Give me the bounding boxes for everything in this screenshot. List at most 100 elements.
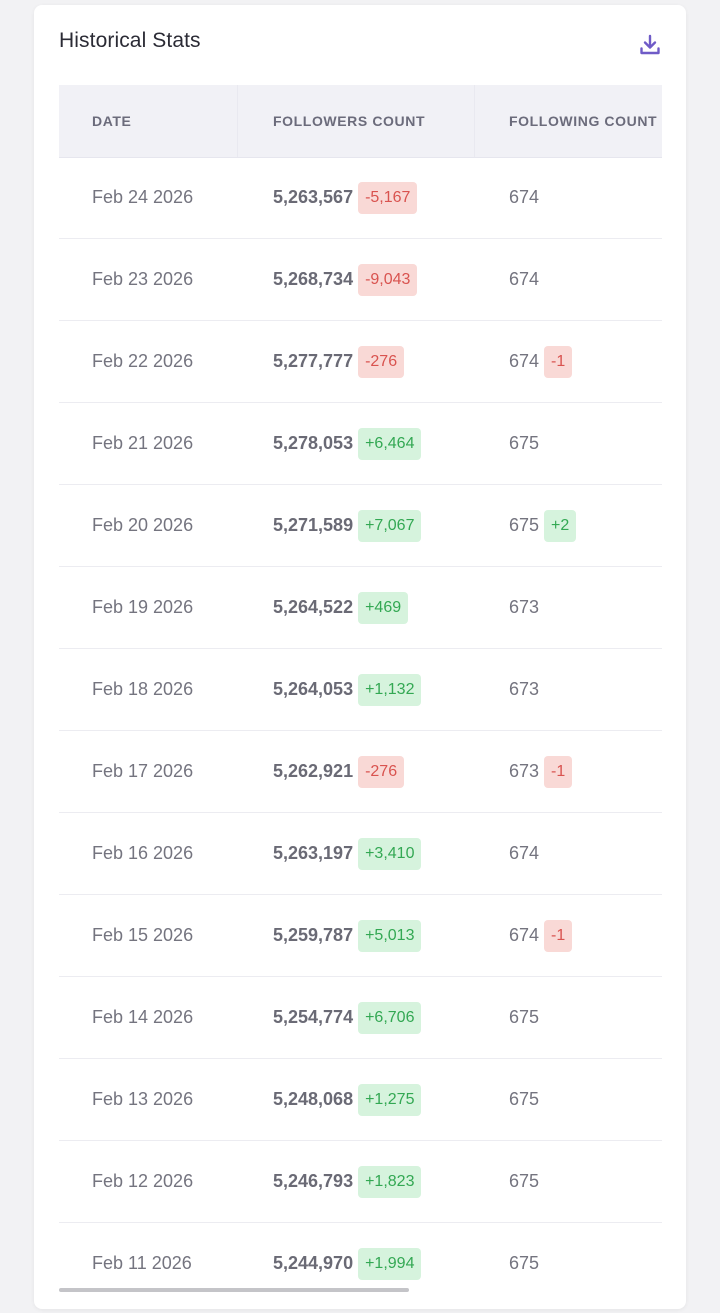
followers-change-badge: -276 <box>358 755 405 788</box>
followers-count: 5,259,787 <box>273 925 354 945</box>
following-count: 675 <box>509 1007 540 1027</box>
row-date: Feb 16 2026 <box>92 843 194 863</box>
followers-count: 5,254,774 <box>273 1007 354 1027</box>
column-separator <box>237 85 238 157</box>
following-change-badge: -1 <box>544 755 573 788</box>
row-date: Feb 12 2026 <box>92 1171 194 1191</box>
row-followers: 5,277,777 -276 <box>273 321 405 402</box>
row-followers: 5,264,522 +469 <box>273 567 409 648</box>
column-separator <box>474 85 475 157</box>
row-following: 675 <box>509 403 539 484</box>
following-count: 674 <box>509 351 540 371</box>
column-header-date[interactable]: DATE <box>92 113 132 129</box>
following-count: 674 <box>509 269 540 289</box>
followers-count: 5,263,197 <box>273 843 354 863</box>
row-followers: 5,268,734 -9,043 <box>273 239 418 320</box>
followers-count: 5,264,053 <box>273 679 354 699</box>
following-change-badge: -1 <box>544 345 573 378</box>
table-row: Feb 15 2026 5,259,787 +5,013 674 -1 <box>59 895 662 977</box>
table-row: Feb 12 2026 5,246,793 +1,823 675 <box>59 1141 662 1223</box>
row-following: 675 <box>509 1141 539 1222</box>
following-count: 673 <box>509 597 540 617</box>
row-followers: 5,248,068 +1,275 <box>273 1059 422 1140</box>
following-change-badge: -1 <box>544 919 573 952</box>
followers-count: 5,262,921 <box>273 761 354 781</box>
table-row: Feb 22 2026 5,277,777 -276 674 -1 <box>59 321 662 403</box>
followers-change-badge: +1,823 <box>358 1165 422 1198</box>
following-count: 673 <box>509 679 540 699</box>
row-following: 674 <box>509 239 539 320</box>
card-title: Historical Stats <box>59 29 201 52</box>
followers-count: 5,278,053 <box>273 433 354 453</box>
row-following: 673 <box>509 567 539 648</box>
row-following: 673 -1 <box>509 731 573 812</box>
table-row: Feb 18 2026 5,264,053 +1,132 673 <box>59 649 662 731</box>
row-date: Feb 23 2026 <box>92 269 194 289</box>
table-row: Feb 19 2026 5,264,522 +469 673 <box>59 567 662 649</box>
row-date: Feb 17 2026 <box>92 761 194 781</box>
following-count: 675 <box>509 433 540 453</box>
followers-count: 5,277,777 <box>273 351 354 371</box>
table-row: Feb 14 2026 5,254,774 +6,706 675 <box>59 977 662 1059</box>
followers-change-badge: +6,706 <box>358 1001 422 1034</box>
row-date: Feb 22 2026 <box>92 351 194 371</box>
following-count: 674 <box>509 925 540 945</box>
followers-change-badge: +469 <box>358 591 409 624</box>
table-row: Feb 21 2026 5,278,053 +6,464 675 <box>59 403 662 485</box>
followers-count: 5,244,970 <box>273 1253 354 1273</box>
row-followers: 5,264,053 +1,132 <box>273 649 422 730</box>
row-followers: 5,262,921 -276 <box>273 731 405 812</box>
column-header-following[interactable]: FOLLOWING COUNT <box>509 113 658 129</box>
followers-count: 5,268,734 <box>273 269 354 289</box>
row-followers: 5,271,589 +7,067 <box>273 485 422 566</box>
followers-count: 5,271,589 <box>273 515 354 535</box>
row-date: Feb 20 2026 <box>92 515 194 535</box>
row-date: Feb 19 2026 <box>92 597 194 617</box>
row-followers: 5,254,774 +6,706 <box>273 977 422 1058</box>
row-date: Feb 18 2026 <box>92 679 194 699</box>
followers-change-badge: -9,043 <box>358 263 418 296</box>
following-count: 675 <box>509 1089 540 1109</box>
row-date: Feb 14 2026 <box>92 1007 194 1027</box>
row-date: Feb 11 2026 <box>92 1253 192 1273</box>
table-row: Feb 20 2026 5,271,589 +7,067 675 +2 <box>59 485 662 567</box>
scrollbar-thumb[interactable] <box>59 1288 409 1292</box>
followers-count: 5,263,567 <box>273 187 354 207</box>
row-date: Feb 24 2026 <box>92 187 194 207</box>
column-header-followers[interactable]: FOLLOWERS COUNT <box>273 113 426 129</box>
table-row: Feb 23 2026 5,268,734 -9,043 674 <box>59 239 662 321</box>
followers-change-badge: +3,410 <box>358 837 422 870</box>
followers-change-badge: -276 <box>358 345 405 378</box>
stats-table: DATE FOLLOWERS COUNT FOLLOWING COUNT Feb… <box>59 85 662 1285</box>
row-following: 674 -1 <box>509 895 573 976</box>
followers-change-badge: +1,275 <box>358 1083 422 1116</box>
following-change-badge: +2 <box>544 509 577 542</box>
following-count: 675 <box>509 515 540 535</box>
followers-change-badge: +1,132 <box>358 673 422 706</box>
row-following: 674 <box>509 157 539 238</box>
following-count: 675 <box>509 1171 540 1191</box>
table-body: Feb 24 2026 5,263,567 -5,167 674 Feb 23 2026… <box>59 157 662 1285</box>
followers-change-badge: +5,013 <box>358 919 422 952</box>
row-date: Feb 15 2026 <box>92 925 194 945</box>
table-row: Feb 24 2026 5,263,567 -5,167 674 <box>59 157 662 239</box>
row-following: 674 <box>509 813 539 894</box>
row-followers: 5,244,970 +1,994 <box>273 1223 422 1285</box>
row-following: 675 +2 <box>509 485 577 566</box>
following-count: 674 <box>509 843 540 863</box>
horizontal-scrollbar[interactable] <box>59 1288 662 1292</box>
row-following: 673 <box>509 649 539 730</box>
followers-change-badge: +1,994 <box>358 1247 422 1280</box>
table-row: Feb 11 2026 5,244,970 +1,994 675 <box>59 1223 662 1285</box>
row-following: 675 <box>509 1223 539 1285</box>
download-icon[interactable] <box>638 33 662 57</box>
table-row: Feb 17 2026 5,262,921 -276 673 -1 <box>59 731 662 813</box>
row-followers: 5,263,567 -5,167 <box>273 157 418 238</box>
table-header: DATE FOLLOWERS COUNT FOLLOWING COUNT <box>59 85 662 158</box>
following-count: 673 <box>509 761 540 781</box>
followers-count: 5,246,793 <box>273 1171 354 1191</box>
row-date: Feb 13 2026 <box>92 1089 194 1109</box>
followers-change-badge: +7,067 <box>358 509 422 542</box>
following-count: 675 <box>509 1253 540 1273</box>
followers-count: 5,248,068 <box>273 1089 354 1109</box>
